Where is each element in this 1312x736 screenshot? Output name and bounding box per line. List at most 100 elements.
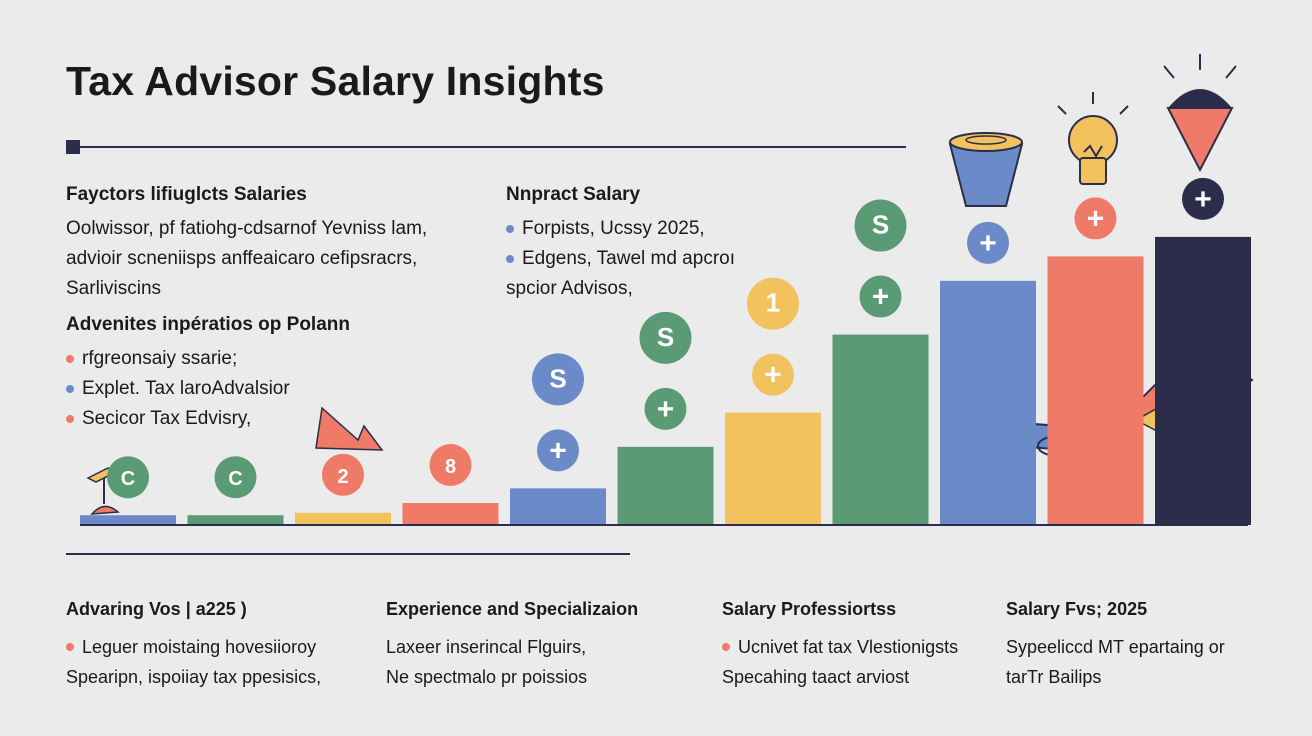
bullet-dot [506,255,514,263]
bar [295,512,391,525]
bar [1047,256,1144,525]
factors-section: Fayctors lifiuglcts Salaries Oolwissor, … [66,180,486,304]
column-line-text: Ucnivet fat tax Vlestionigsts [738,637,959,657]
impact-bullet: spcior Advisos, [506,274,756,304]
plus-icon: + [537,429,579,472]
impact-bullet-text: spcior Advisos, [506,278,633,299]
marker-badge: S [532,353,584,406]
bullet-dot [66,415,74,423]
coin-cup-icon [948,132,1024,207]
page-title: Tax Advisor Salary Insights [66,58,605,104]
advantages-bullet-text: Secicor Tax Edvisry, [82,408,252,429]
column-line-text: Spearipn, ispoiiay tax ppesisics, [66,667,322,687]
marker-badge: S [639,311,692,364]
advantages-bullet-text: rfgreonsaiy ssarie; [82,348,238,369]
marker-label: S [549,363,566,393]
svg-text:+: + [979,227,997,260]
marker-label: C [228,468,242,490]
bar [510,488,606,525]
marker-label: C [121,468,135,490]
plus-icon: + [1074,197,1117,240]
advantages-bullet: Explet. Tax laroAdvalsior [66,374,396,404]
info-column: Salary Fvs; 2025 Sypeeliccd MT epartaing… [1006,594,1286,692]
bar [832,334,929,525]
bullet-dot [66,355,74,363]
svg-text:+: + [872,281,890,314]
impact-bullet: Edgens, Tawel md apcroı [506,244,756,274]
svg-text:+: + [1087,202,1105,235]
svg-text:+: + [657,393,675,426]
advantages-bullet-text: Explet. Tax laroAdvalsior [82,378,290,399]
bar [617,446,714,525]
plus-icon: + [967,221,1009,264]
impact-heading: Nnpract Salary [506,184,641,205]
svg-text:+: + [764,359,782,392]
bar [402,503,499,525]
marker-badge: 2 [322,453,364,496]
marker-badge: 8 [429,444,472,487]
plus-icon: + [752,353,794,396]
svg-text:+: + [549,434,567,467]
markers-group: C C 2 8 + S + S +1 + S + + + [107,177,1224,499]
svg-text:+: + [1194,183,1212,216]
bullet-dot [722,643,730,651]
column-line: Leguer moistaing hovesiioroy [66,632,366,662]
info-column: Advaring Vos | a225 ) Leguer moistaing h… [66,594,366,692]
factors-line: advioir scneniisps anffeaicaro cefipsrac… [66,248,418,269]
bullet-dot [506,225,514,233]
factors-heading: Fayctors lifiuglcts Salaries [66,184,307,205]
marker-badge: 1 [747,277,799,330]
info-column: Salary Professiortss Ucnivet fat tax Vle… [722,594,992,692]
column-line-text: Leguer moistaing hovesiioroy [82,637,317,657]
column-line: Ucnivet fat tax Vlestionigsts [722,632,992,662]
bullet-dot [66,643,74,651]
bullet-dot [66,385,74,393]
bar [80,515,176,525]
advantages-bullet: Secicor Tax Edvisry, [66,404,396,434]
column-line-text: tarTr Bailips [1006,667,1102,687]
column-line: Laxeer inserincal Flguirs, [386,632,706,662]
column-line-text: Laxeer inserincal Flguirs, [386,637,587,657]
plus-icon: + [859,275,902,318]
marker-badge: S [854,199,907,252]
bar [725,412,821,525]
bar [187,515,284,525]
marker-label: 1 [766,288,780,318]
column-line: tarTr Bailips [1006,662,1286,692]
marker-label: 2 [337,466,348,488]
plus-icon: + [644,387,687,430]
impact-bullet: Forpists, Ucssy 2025, [506,214,756,244]
lightbulb-icon [1057,92,1129,185]
column-line-text: Sypeeliccd MT epartaing or [1006,637,1225,657]
info-column: Experience and Specializaion Laxeer inse… [386,594,706,692]
factors-line: Oolwissor, pf fatiohg-cdsarnof Yevniss l… [66,218,428,239]
paper-icon [315,406,384,451]
impact-section: Nnpract Salary Forpists, Ucssy 2025, Edg… [506,180,756,304]
bar [1155,236,1251,525]
marker-badge: C [107,456,149,499]
bars-group [80,236,1251,525]
bar [940,280,1036,525]
factors-line: Sarliviscins [66,278,162,299]
pin-icon [1163,54,1237,173]
plus-icon: + [1182,177,1224,220]
impact-bullet-text: Forpists, Ucssy 2025, [522,218,705,239]
bottom-rule [66,553,630,555]
marker-label: 8 [445,456,456,478]
column-heading: Salary Professiortss [722,599,897,619]
column-line-text: Ne spectmalo pr poissios [386,667,588,687]
column-line: Spearipn, ispoiiay tax ppesisics, [66,662,366,692]
column-heading: Experience and Specializaion [386,599,639,619]
advantages-bullet: rfgreonsaiy ssarie; [66,344,396,374]
marker-badge: C [214,456,257,499]
column-line: Specahing taact arviost [722,662,992,692]
title-rule-marker [66,140,80,154]
column-line-text: Specahing taact arviost [722,667,910,687]
column-line: Sypeeliccd MT epartaing or [1006,632,1286,662]
impact-bullet-text: Edgens, Tawel md apcroı [522,248,735,269]
column-heading: Salary Fvs; 2025 [1006,599,1148,619]
advantages-heading: Advenites inpératios op Polann [66,314,350,335]
title-rule [80,146,906,148]
marker-label: S [872,210,889,240]
